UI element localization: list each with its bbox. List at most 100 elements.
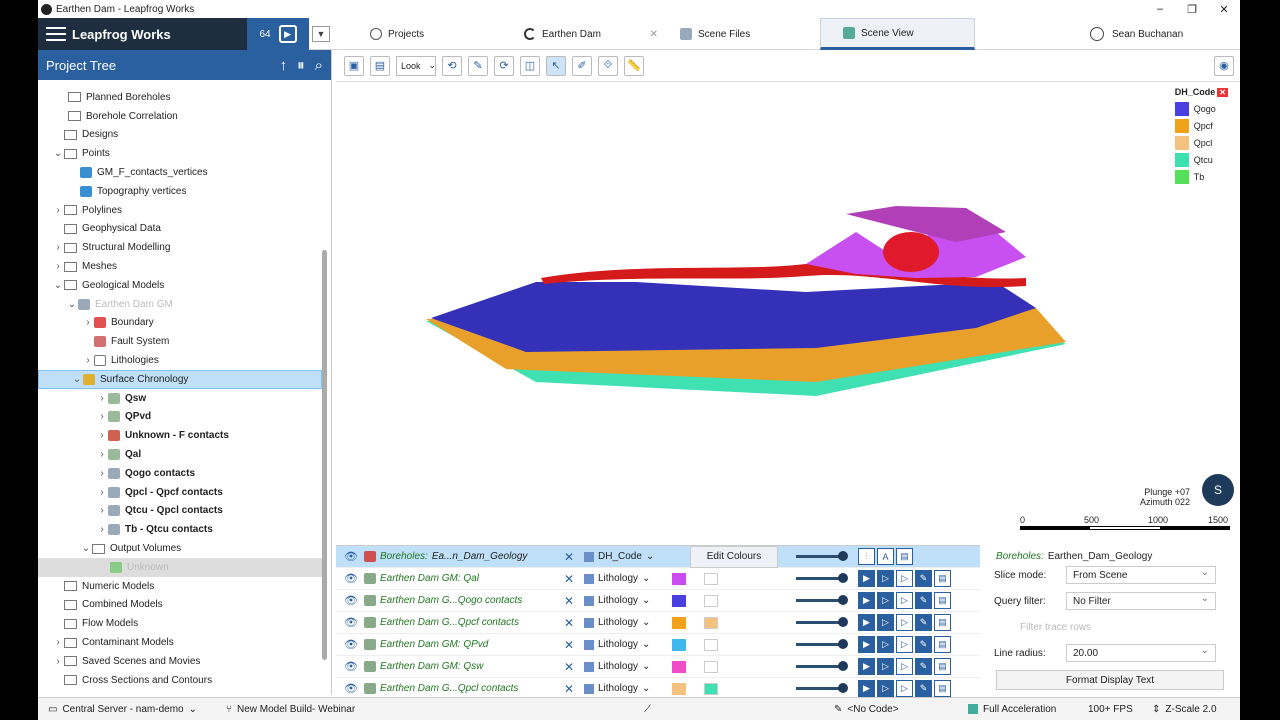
play-icon[interactable]: ▶ (858, 614, 875, 631)
layer-row[interactable]: 👁 Earthen Dam GM: Qal ✕ Lithology ⌄ ▶ ▷ ▷ ✎ ▤ (336, 568, 980, 590)
colour-by-dropdown[interactable]: Lithology ⌄ (584, 617, 664, 628)
tree-item[interactable]: Geophysical Data (38, 220, 322, 239)
format-display-text-button[interactable]: Format Display Text (996, 670, 1224, 690)
tree-item[interactable]: › Qal (38, 445, 322, 464)
server-selector[interactable]: ▭ Central Server - nam-demo ⌄ (48, 703, 197, 715)
colour-swatch[interactable] (704, 616, 718, 629)
tree-item[interactable]: › Meshes (38, 257, 322, 276)
colour-by-dropdown[interactable]: DH_Code ⌄ (584, 551, 664, 562)
select-icon[interactable]: ↖ (546, 55, 566, 76)
tree-item[interactable]: › Qsw (38, 389, 322, 408)
tree-item[interactable]: GM_F_contacts_vertices (38, 163, 322, 182)
tree-item[interactable]: Planned Boreholes (38, 88, 322, 107)
chevron-down-icon[interactable]: ⌄ (72, 373, 82, 385)
tab-projects[interactable]: Projects (348, 18, 498, 50)
scene-view[interactable]: ▣ ▤ Look ⌄ ⟲ ✎ ⟳ ◫ ↖ ✐ ⟐ 📏 ◉ DH_Code ✕ Qog… (336, 50, 1240, 540)
legend-close-icon[interactable]: ✕ (1217, 87, 1228, 97)
tree-item[interactable]: › Structural Modelling (38, 238, 322, 257)
colour-swatch[interactable] (672, 660, 686, 673)
minimize-button[interactable]: – (1156, 2, 1164, 15)
play-icon[interactable]: ▶ (858, 570, 875, 587)
chevron-down-icon[interactable]: ⌄ (53, 148, 63, 160)
opacity-slider[interactable] (796, 661, 848, 671)
edit-icon[interactable]: ✎ (915, 592, 932, 609)
rotate-icon[interactable]: ⟲ (442, 55, 462, 76)
triangle-icon[interactable]: ▷ (896, 592, 913, 609)
colour-swatch[interactable] (704, 660, 718, 673)
edit-icon[interactable]: ✎ (915, 658, 932, 675)
table-icon[interactable]: ▤ (934, 614, 951, 631)
tree-item[interactable]: › Tb - Qtcu contacts (38, 520, 322, 539)
edit-icon[interactable]: ✎ (915, 570, 932, 587)
visibility-icon[interactable]: 👁 (344, 661, 358, 673)
colour-by-dropdown[interactable]: Lithology ⌄ (584, 595, 664, 606)
remove-icon[interactable]: ✕ (564, 637, 575, 652)
colour-by-dropdown[interactable]: Lithology ⌄ (584, 573, 664, 584)
chevron-right-icon[interactable]: › (86, 317, 90, 329)
chevron-right-icon[interactable]: › (100, 524, 104, 536)
opacity-slider[interactable] (796, 551, 848, 561)
chevron-right-icon[interactable]: › (56, 204, 60, 216)
tab-scene-view[interactable]: Scene View (820, 18, 975, 50)
visibility-icon[interactable]: 👁 (344, 617, 358, 629)
table-icon[interactable]: ▤ (934, 570, 951, 587)
chevron-right-icon[interactable]: › (100, 505, 104, 517)
pen-icon[interactable]: ✎ (468, 55, 488, 76)
build-selector[interactable]: ⑂ New Model Build- Webinar (226, 704, 355, 715)
triangle-icon[interactable]: ▷ (896, 636, 913, 653)
up-arrow-icon[interactable]: ↑ (279, 56, 288, 74)
colour-by-dropdown[interactable]: Lithology ⌄ (584, 639, 664, 650)
process-counter[interactable]: 64 ▶ (247, 18, 309, 50)
chevron-right-icon[interactable]: › (86, 355, 90, 367)
tree-item[interactable]: › Qpcl - Qpcf contacts (38, 483, 322, 502)
scene-3d-model[interactable] (336, 82, 1240, 540)
play-icon[interactable]: ▶ (858, 658, 875, 675)
triangle-icon[interactable]: ▷ (896, 570, 913, 587)
edit-icon[interactable]: ✎ (915, 680, 932, 697)
tree-item[interactable]: Topography vertices (38, 182, 322, 201)
tree-item[interactable]: › QPvd (38, 408, 322, 427)
tree-item[interactable]: ⌄ Output Volumes (38, 539, 322, 558)
refresh-icon[interactable]: ⟳ (494, 55, 514, 76)
remove-icon[interactable]: ✕ (564, 549, 575, 564)
edit-icon[interactable]: ✎ (915, 636, 932, 653)
close-tab-icon[interactable]: ✕ (649, 28, 658, 40)
tree-item[interactable]: › Qtcu - Qpcl contacts (38, 502, 322, 521)
ticks-icon[interactable]: ⫶ (858, 548, 875, 565)
screen-icon[interactable]: ▣ (344, 55, 364, 76)
pause-icon[interactable]: ⏸ (297, 56, 305, 74)
opacity-slider[interactable] (796, 595, 848, 605)
colour-swatch[interactable] (672, 616, 686, 629)
chevron-down-icon[interactable]: ⌄ (53, 279, 63, 291)
table-icon[interactable]: ▤ (934, 658, 951, 675)
tree-item[interactable]: › Saved Scenes and Movies (38, 652, 322, 671)
layer-row[interactable]: 👁 Earthen Dam G...Qpcf contacts ✕ Lithology… (336, 612, 980, 634)
tree-item[interactable]: Designs (38, 126, 322, 145)
measure-icon[interactable]: ⟐ (598, 55, 618, 76)
play-icon[interactable]: ▶ (858, 636, 875, 653)
tree-item-selected[interactable]: ⌄ Surface Chronology (38, 369, 322, 389)
opacity-slider[interactable] (796, 617, 848, 627)
close-button[interactable]: ✕ (1219, 3, 1229, 16)
chevron-down-icon[interactable]: ⌄ (67, 298, 77, 310)
chevron-down-icon[interactable]: ⌄ (81, 543, 91, 555)
tree-item[interactable]: › Unknown - F contacts (38, 426, 322, 445)
play-outline-icon[interactable]: ▷ (877, 636, 894, 653)
colour-swatch[interactable] (672, 638, 686, 651)
visibility-icon[interactable]: 👁 (344, 639, 358, 651)
table-icon[interactable]: ▤ (934, 636, 951, 653)
tab-earthen-dam[interactable]: Earthen Dam ✕ (502, 18, 662, 50)
visibility-icon[interactable]: 👁 (344, 595, 358, 607)
layer-row[interactable]: 👁 Earthen Dam G...Qogo contacts ✕ Lithology… (336, 590, 980, 612)
opacity-slider[interactable] (796, 573, 848, 583)
play-outline-icon[interactable]: ▷ (877, 570, 894, 587)
chevron-right-icon[interactable]: › (100, 449, 104, 461)
play-outline-icon[interactable]: ▷ (877, 680, 894, 697)
chevron-right-icon[interactable]: › (100, 392, 104, 404)
tree-item[interactable]: ⌄ Geological Models (38, 276, 322, 295)
table-icon[interactable]: ▤ (896, 548, 913, 565)
ruler-icon[interactable]: 📏 (624, 55, 644, 76)
colour-by-dropdown[interactable]: Lithology ⌄ (584, 661, 664, 672)
colour-swatch[interactable] (704, 572, 718, 585)
tree-item[interactable]: › Polylines (38, 201, 322, 220)
